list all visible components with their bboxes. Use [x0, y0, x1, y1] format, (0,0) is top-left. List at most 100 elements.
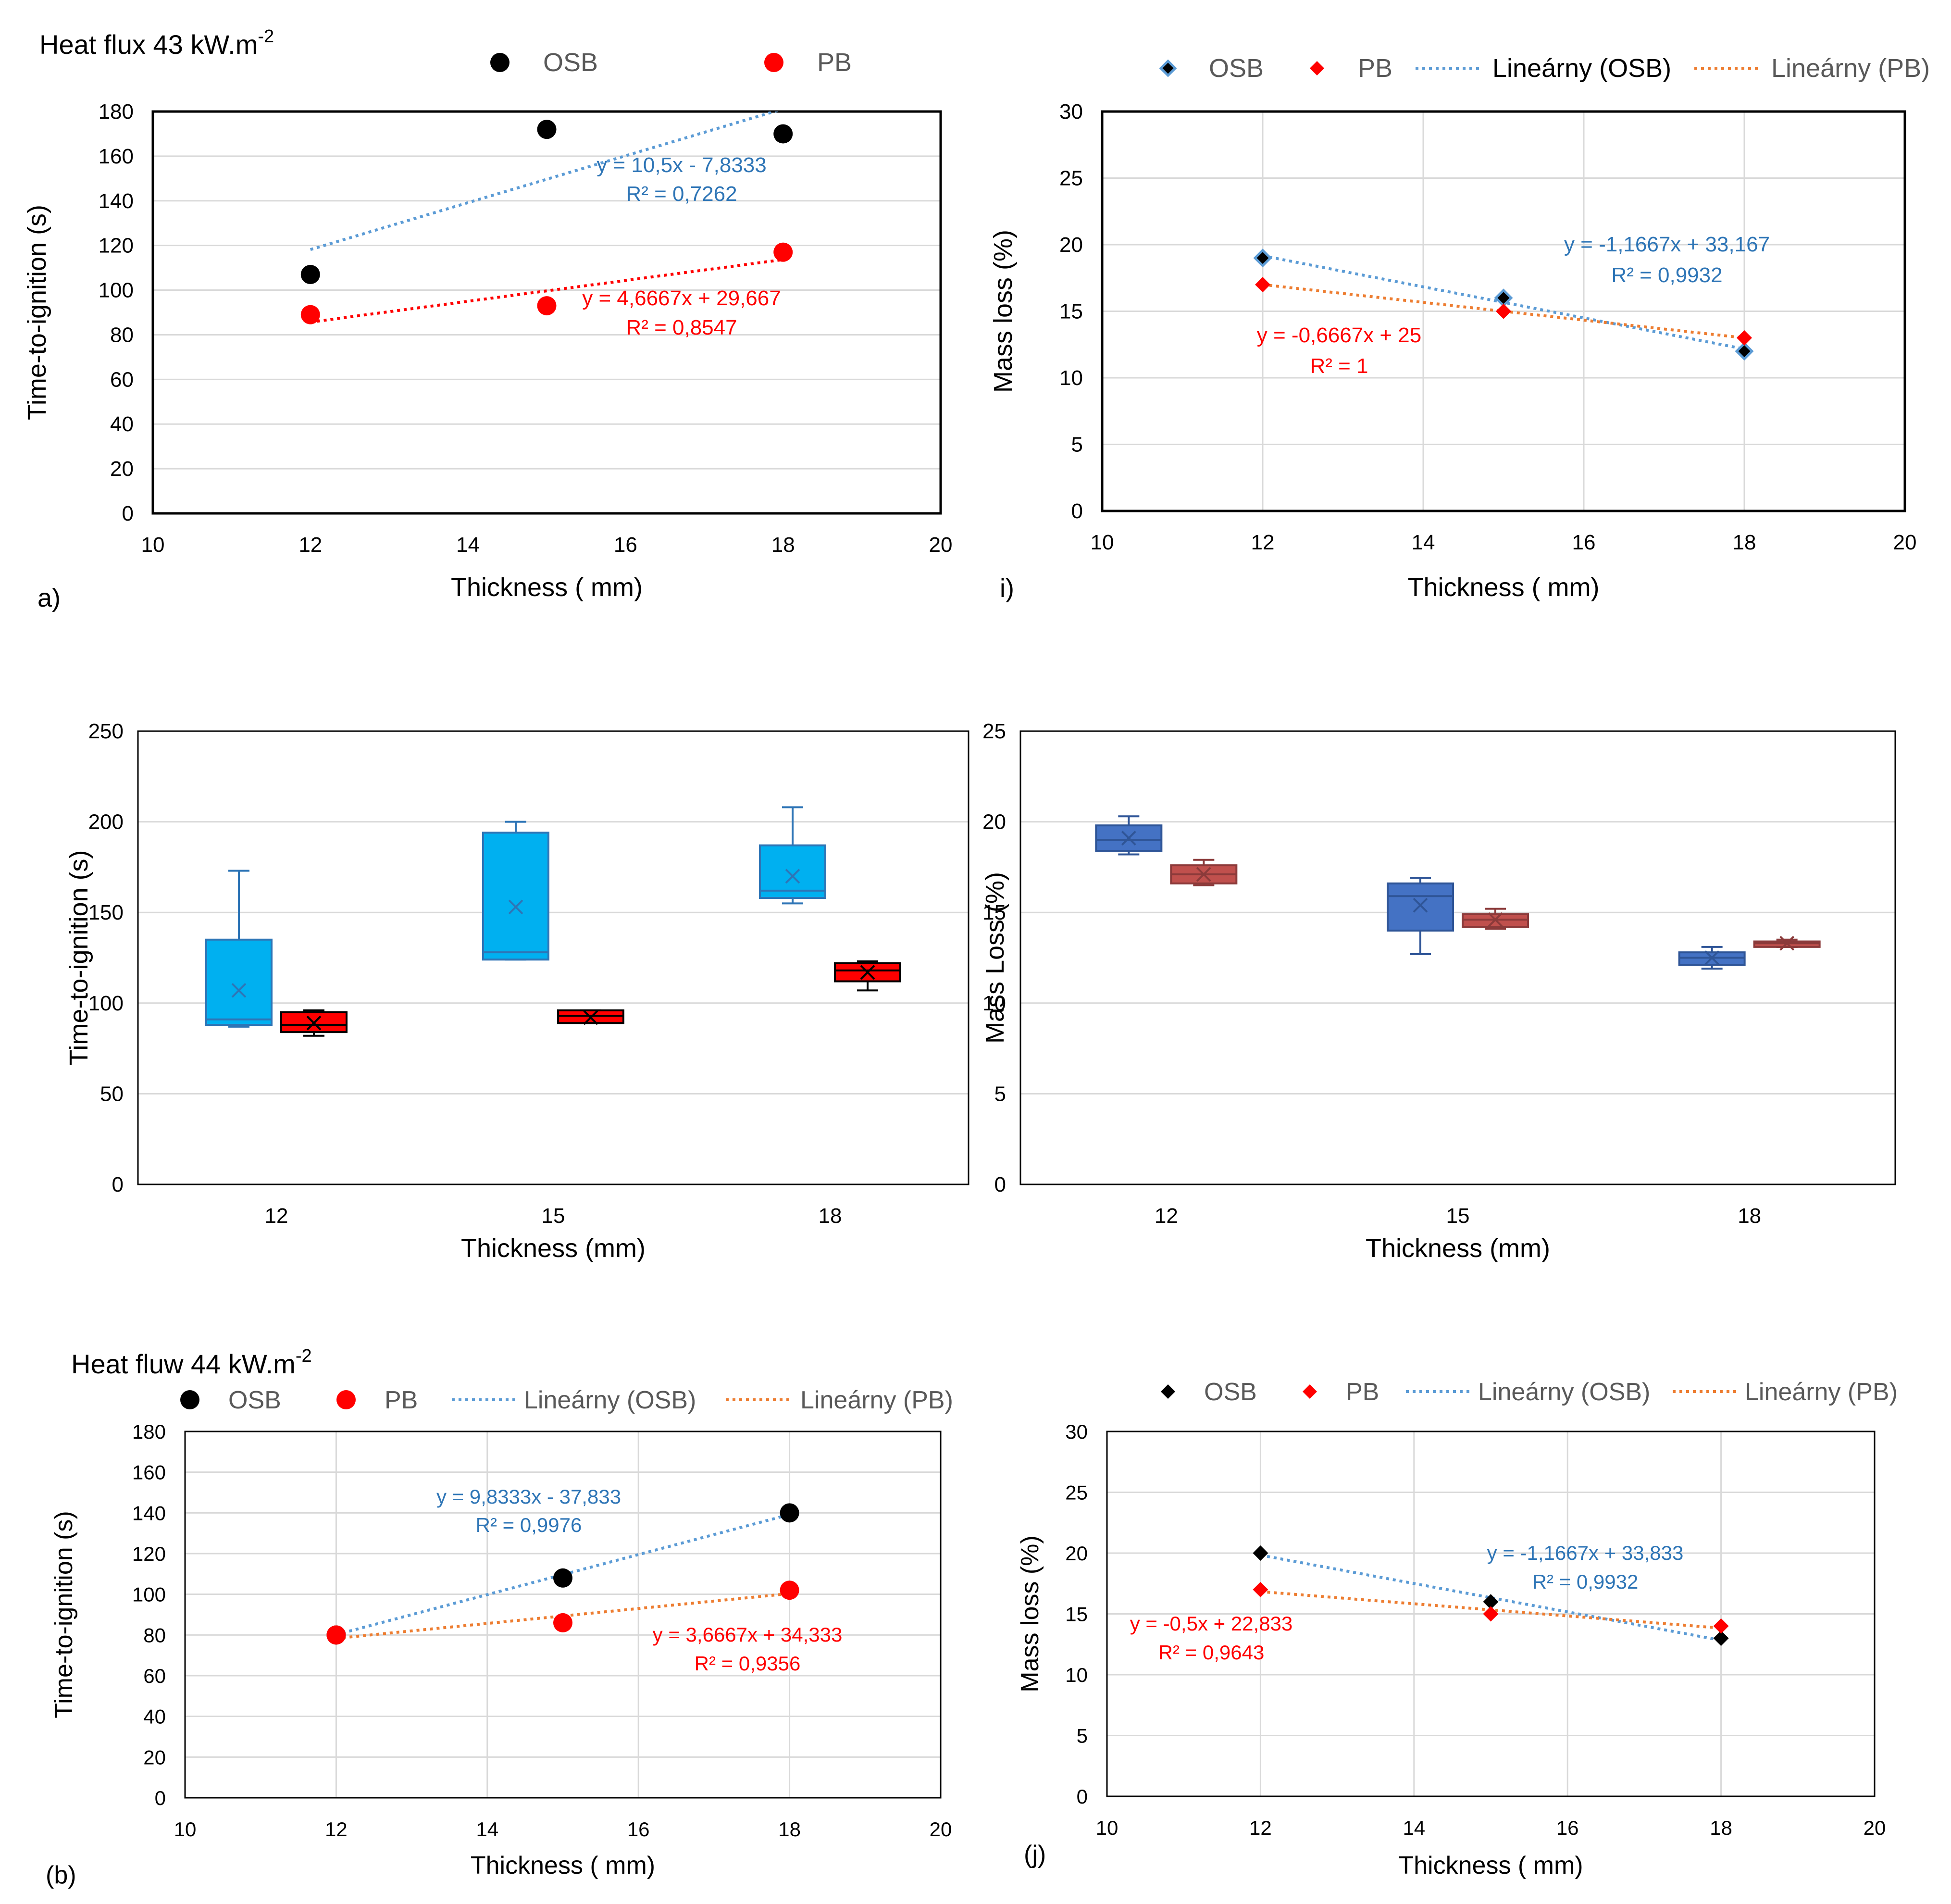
x-tick-label: 16: [1572, 531, 1596, 554]
trend-equation-label: y = -0,5x + 22,833: [1130, 1612, 1293, 1635]
y-tick-label: 100: [99, 279, 134, 302]
y-axis-title: Mass loss (%): [989, 230, 1018, 393]
y-tick-label: 10: [1059, 366, 1083, 390]
y-tick-label: 200: [88, 810, 124, 834]
data-point-pb: [537, 296, 557, 316]
chart-box-tti: 0 50 100 150 200 250 12 15 18 Thickness (mm) Time-…: [64, 720, 969, 1263]
r-squared-label: R² = 0,7262: [626, 182, 737, 206]
x-tick-label: 16: [1556, 1817, 1579, 1839]
legend-marker-pb: [1310, 61, 1324, 75]
box-mean-marker: [1488, 912, 1503, 927]
x-tick-label: 14: [1403, 1817, 1425, 1839]
data-point-osb: [553, 1568, 572, 1588]
y-tick-label: 0: [994, 1173, 1006, 1196]
y-tick-label: 150: [88, 901, 124, 924]
box-mean-marker: [785, 869, 800, 884]
panel-label: (j): [1024, 1841, 1046, 1868]
legend-label-pb: PB: [385, 1386, 418, 1414]
y-tick-label: 15: [982, 901, 1006, 924]
data-point-pb: [1253, 1581, 1268, 1597]
x-tick-label: 20: [1893, 531, 1917, 554]
y-axis-title: Time-to-ignition (s): [50, 1511, 78, 1718]
plot-frame: [1101, 110, 1906, 512]
x-tick-label: 14: [456, 533, 480, 557]
x-tick-label: 18: [1733, 531, 1756, 554]
y-tick-label: 10: [1065, 1664, 1088, 1686]
r-squared-label: R² = 0,9356: [695, 1652, 801, 1675]
y-tick-label: 25: [1065, 1481, 1088, 1504]
data-point-pb: [1737, 330, 1752, 346]
y-axis-title: Mass loss (%): [1016, 1535, 1044, 1692]
y-tick-label: 140: [132, 1502, 166, 1524]
x-axis-title: Thickness ( mm): [471, 1852, 655, 1879]
box-osb: [482, 832, 549, 961]
box-osb: [205, 938, 273, 1026]
y-tick-label: 25: [982, 720, 1006, 743]
x-tick-label: 12: [1251, 531, 1275, 554]
x-tick-label: 12: [325, 1818, 348, 1841]
legend-marker-osb: [1159, 59, 1177, 77]
y-tick-label: 30: [1059, 100, 1083, 124]
chart-title: Heat fluw 44 kW.m-2: [71, 1346, 312, 1379]
y-tick-label: 20: [1065, 1542, 1088, 1565]
box-mean-marker: [1779, 935, 1795, 951]
data-point-pb: [553, 1613, 572, 1632]
y-tick-label: 10: [982, 992, 1006, 1015]
x-tick-label: 12: [1155, 1204, 1178, 1228]
legend-label-osb: OSB: [1204, 1378, 1257, 1406]
x-tick-label: 20: [1864, 1817, 1886, 1839]
y-tick-label: 140: [99, 189, 134, 213]
y-tick-label: 60: [110, 368, 134, 391]
box-mean-marker: [231, 983, 247, 998]
trend-equation-label: y = -0,6667x + 25: [1257, 324, 1421, 347]
y-tick-label: 80: [143, 1624, 166, 1646]
y-tick-label: 180: [132, 1420, 166, 1443]
trend-equation-label: y = -1,1667x + 33,833: [1487, 1542, 1684, 1564]
data-point-pb: [1713, 1618, 1729, 1634]
box-mean-marker: [583, 1010, 598, 1025]
y-tick-label: 250: [88, 720, 124, 743]
x-axis-title: Thickness ( mm): [1407, 573, 1599, 602]
legend-trend-label: Lineárny (PB): [800, 1386, 953, 1414]
data-point-osb: [1253, 1545, 1268, 1561]
r-squared-label: R² = 0,9932: [1532, 1570, 1639, 1593]
trendline-osb: [1260, 1554, 1722, 1642]
y-tick-label: 120: [132, 1543, 166, 1565]
y-tick-label: 0: [155, 1787, 166, 1809]
y-tick-label: 180: [99, 100, 134, 124]
x-tick-label: 14: [476, 1818, 498, 1841]
y-tick-label: 60: [143, 1665, 166, 1687]
trend-equation-label: y = 4,6667x + 29,667: [582, 286, 781, 310]
y-tick-label: 20: [110, 457, 134, 481]
panel-label: i): [1000, 574, 1014, 603]
data-point-pb: [1483, 1606, 1499, 1622]
y-tick-label: 80: [110, 323, 134, 347]
x-tick-label: 18: [819, 1204, 842, 1228]
legend-label-pb: PB: [817, 48, 852, 77]
y-axis-title: Time-to-ignition (s): [64, 850, 93, 1065]
trend-equation-label: y = 9,8333x - 37,833: [436, 1485, 621, 1508]
legend-label-osb: OSB: [1209, 54, 1264, 83]
data-point-osb: [773, 124, 793, 144]
legend-marker-pb: [336, 1390, 356, 1409]
legend-marker-pb: [764, 53, 783, 72]
x-tick-label: 20: [930, 1818, 952, 1841]
box-mean-marker: [1413, 897, 1428, 913]
chart-i: 0 5 10 15 20 25 30 10 12 14 16 18 20 y = -1,1667x + 3…: [989, 54, 1930, 603]
x-axis-title: Thickness (mm): [461, 1234, 646, 1263]
plot-frame: [137, 730, 969, 1185]
box-mean-marker: [1196, 867, 1211, 882]
x-tick-label: 15: [542, 1204, 565, 1228]
legend-marker-osb: [1161, 1384, 1175, 1399]
y-tick-label: 160: [132, 1461, 166, 1484]
x-tick-label: 15: [1446, 1204, 1470, 1228]
legend-label-osb: OSB: [543, 48, 598, 77]
y-tick-label: 20: [982, 810, 1006, 834]
x-tick-label: 18: [1710, 1817, 1732, 1839]
box-mean-marker: [508, 899, 523, 915]
data-point-pb: [300, 305, 320, 324]
y-tick-label: 40: [143, 1705, 166, 1728]
legend-trend-label: Lineárny (PB): [1771, 54, 1930, 83]
chart-title-superscript: -2: [296, 1346, 312, 1366]
